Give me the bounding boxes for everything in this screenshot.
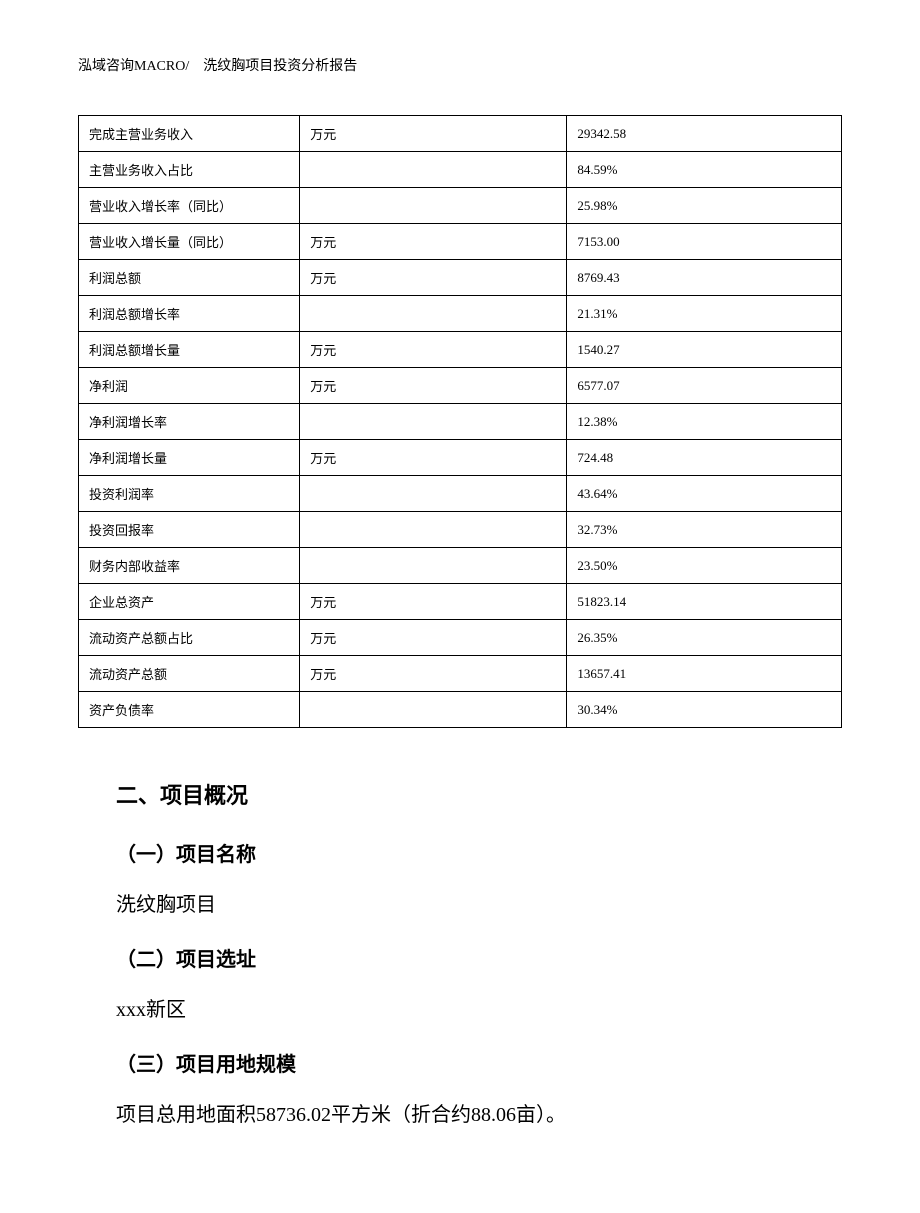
body-sub1: 洗纹胸项目 [116, 889, 842, 921]
header-company: 泓域咨询MACRO/ [78, 59, 189, 74]
cell-unit [300, 152, 567, 188]
cell-unit: 万元 [300, 116, 567, 152]
section-overview: 二、项目概况 （一）项目名称 洗纹胸项目 （二）项目选址 xxx新区 （三）项目… [78, 778, 842, 1131]
table-row: 净利润万元6577.07 [79, 368, 842, 404]
cell-label: 投资利润率 [79, 476, 300, 512]
table-row: 投资回报率 32.73% [79, 512, 842, 548]
cell-value: 51823.14 [567, 584, 842, 620]
cell-unit: 万元 [300, 368, 567, 404]
financial-table: 完成主营业务收入万元29342.58主营业务收入占比84.59%营业收入增长率（… [78, 115, 842, 728]
table-row: 流动资产总额占比万元26.35% [79, 620, 842, 656]
cell-label: 利润总额增长率 [79, 296, 300, 332]
cell-value: 29342.58 [567, 116, 842, 152]
table-row: 利润总额增长率 21.31% [79, 296, 842, 332]
cell-value: 6577.07 [567, 368, 842, 404]
page-header: 泓域咨询MACRO/ 洗纹胸项目投资分析报告 [78, 55, 842, 75]
cell-label: 资产负债率 [79, 692, 300, 728]
table-row: 财务内部收益率 23.50% [79, 548, 842, 584]
cell-value: 30.34% [567, 692, 842, 728]
heading-sub1: （一）项目名称 [116, 838, 842, 867]
cell-unit [300, 692, 567, 728]
table-row: 投资利润率 43.64% [79, 476, 842, 512]
cell-label: 主营业务收入占比 [79, 152, 300, 188]
cell-value: 13657.41 [567, 656, 842, 692]
cell-unit: 万元 [300, 332, 567, 368]
cell-unit: 万元 [300, 584, 567, 620]
table-row: 营业收入增长量（同比）万元7153.00 [79, 224, 842, 260]
table-row: 营业收入增长率（同比） 25.98% [79, 188, 842, 224]
table-row: 净利润增长率 12.38% [79, 404, 842, 440]
cell-label: 营业收入增长率（同比） [79, 188, 300, 224]
cell-unit: 万元 [300, 620, 567, 656]
table-row: 净利润增长量万元724.48 [79, 440, 842, 476]
cell-value: 1540.27 [567, 332, 842, 368]
cell-unit: 万元 [300, 224, 567, 260]
table-row: 资产负债率 30.34% [79, 692, 842, 728]
cell-label: 净利润 [79, 368, 300, 404]
cell-value: 25.98% [567, 188, 842, 224]
cell-value: 26.35% [567, 620, 842, 656]
header-title: 洗纹胸项目投资分析报告 [203, 59, 357, 74]
cell-unit: 万元 [300, 656, 567, 692]
table-row: 流动资产总额万元13657.41 [79, 656, 842, 692]
cell-unit [300, 512, 567, 548]
cell-label: 利润总额增长量 [79, 332, 300, 368]
table-row: 主营业务收入占比 84.59% [79, 152, 842, 188]
table-row: 企业总资产万元51823.14 [79, 584, 842, 620]
cell-label: 净利润增长率 [79, 404, 300, 440]
cell-unit [300, 404, 567, 440]
table-row: 完成主营业务收入万元29342.58 [79, 116, 842, 152]
cell-unit: 万元 [300, 260, 567, 296]
cell-label: 流动资产总额占比 [79, 620, 300, 656]
cell-unit [300, 188, 567, 224]
cell-value: 84.59% [567, 152, 842, 188]
cell-value: 21.31% [567, 296, 842, 332]
cell-unit [300, 476, 567, 512]
cell-label: 流动资产总额 [79, 656, 300, 692]
cell-unit [300, 296, 567, 332]
cell-label: 财务内部收益率 [79, 548, 300, 584]
cell-unit [300, 548, 567, 584]
heading-sub2: （二）项目选址 [116, 943, 842, 972]
cell-value: 724.48 [567, 440, 842, 476]
page: 泓域咨询MACRO/ 洗纹胸项目投资分析报告 完成主营业务收入万元29342.5… [0, 0, 920, 1213]
table-row: 利润总额增长量万元1540.27 [79, 332, 842, 368]
heading-sub3: （三）项目用地规模 [116, 1048, 842, 1077]
cell-value: 12.38% [567, 404, 842, 440]
cell-label: 企业总资产 [79, 584, 300, 620]
cell-value: 43.64% [567, 476, 842, 512]
cell-value: 23.50% [567, 548, 842, 584]
cell-value: 7153.00 [567, 224, 842, 260]
cell-label: 净利润增长量 [79, 440, 300, 476]
cell-value: 32.73% [567, 512, 842, 548]
cell-label: 投资回报率 [79, 512, 300, 548]
cell-label: 利润总额 [79, 260, 300, 296]
cell-label: 完成主营业务收入 [79, 116, 300, 152]
heading-main: 二、项目概况 [116, 778, 842, 810]
body-sub2: xxx新区 [116, 994, 842, 1026]
table-row: 利润总额万元8769.43 [79, 260, 842, 296]
cell-value: 8769.43 [567, 260, 842, 296]
cell-label: 营业收入增长量（同比） [79, 224, 300, 260]
body-sub3: 项目总用地面积58736.02平方米（折合约88.06亩）。 [116, 1099, 842, 1131]
cell-unit: 万元 [300, 440, 567, 476]
